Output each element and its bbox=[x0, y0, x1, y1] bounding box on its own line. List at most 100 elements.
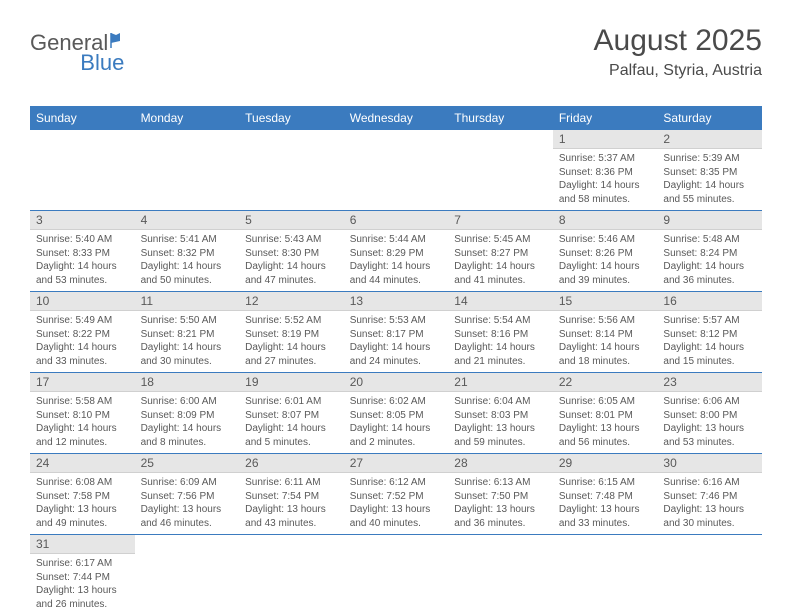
calendar-week: 1Sunrise: 5:37 AMSunset: 8:36 PMDaylight… bbox=[30, 130, 762, 211]
sunset-line: Sunset: 8:21 PM bbox=[141, 328, 234, 342]
day-number: 22 bbox=[553, 373, 658, 392]
day-number: 6 bbox=[344, 211, 449, 230]
calendar-cell: 16Sunrise: 5:57 AMSunset: 8:12 PMDayligh… bbox=[657, 292, 762, 372]
day-number: 14 bbox=[448, 292, 553, 311]
daylight-line: Daylight: 14 hours and 50 minutes. bbox=[141, 260, 234, 287]
day-number: 16 bbox=[657, 292, 762, 311]
daylight-line: Daylight: 14 hours and 2 minutes. bbox=[350, 422, 443, 449]
location: Palfau, Styria, Austria bbox=[594, 62, 762, 80]
daylight-line: Daylight: 14 hours and 12 minutes. bbox=[36, 422, 129, 449]
sunset-line: Sunset: 7:44 PM bbox=[36, 571, 129, 585]
daylight-line: Daylight: 14 hours and 36 minutes. bbox=[663, 260, 756, 287]
day-number: 25 bbox=[135, 454, 240, 473]
calendar-cell: 9Sunrise: 5:48 AMSunset: 8:24 PMDaylight… bbox=[657, 211, 762, 291]
sunrise-line: Sunrise: 5:52 AM bbox=[245, 314, 338, 328]
day-details: Sunrise: 5:49 AMSunset: 8:22 PMDaylight:… bbox=[30, 311, 135, 372]
logo-text-2: Blue bbox=[80, 50, 124, 76]
sunset-line: Sunset: 8:27 PM bbox=[454, 247, 547, 261]
day-details: Sunrise: 6:05 AMSunset: 8:01 PMDaylight:… bbox=[553, 392, 658, 453]
sunset-line: Sunset: 8:05 PM bbox=[350, 409, 443, 423]
calendar-cell: 23Sunrise: 6:06 AMSunset: 8:00 PMDayligh… bbox=[657, 373, 762, 453]
daylight-line: Daylight: 14 hours and 41 minutes. bbox=[454, 260, 547, 287]
day-details: Sunrise: 6:00 AMSunset: 8:09 PMDaylight:… bbox=[135, 392, 240, 453]
daylight-line: Daylight: 14 hours and 33 minutes. bbox=[36, 341, 129, 368]
day-number: 24 bbox=[30, 454, 135, 473]
calendar-week: 10Sunrise: 5:49 AMSunset: 8:22 PMDayligh… bbox=[30, 292, 762, 373]
day-details: Sunrise: 5:57 AMSunset: 8:12 PMDaylight:… bbox=[657, 311, 762, 372]
daylight-line: Daylight: 13 hours and 30 minutes. bbox=[663, 503, 756, 530]
calendar-week: 24Sunrise: 6:08 AMSunset: 7:58 PMDayligh… bbox=[30, 454, 762, 535]
day-details: Sunrise: 6:09 AMSunset: 7:56 PMDaylight:… bbox=[135, 473, 240, 534]
day-details: Sunrise: 6:15 AMSunset: 7:48 PMDaylight:… bbox=[553, 473, 658, 534]
calendar-cell bbox=[239, 130, 344, 210]
sunrise-line: Sunrise: 5:45 AM bbox=[454, 233, 547, 247]
sunrise-line: Sunrise: 6:13 AM bbox=[454, 476, 547, 490]
sunrise-line: Sunrise: 5:49 AM bbox=[36, 314, 129, 328]
day-details: Sunrise: 5:39 AMSunset: 8:35 PMDaylight:… bbox=[657, 149, 762, 210]
daylight-line: Daylight: 14 hours and 18 minutes. bbox=[559, 341, 652, 368]
day-number: 26 bbox=[239, 454, 344, 473]
sunrise-line: Sunrise: 5:40 AM bbox=[36, 233, 129, 247]
sunset-line: Sunset: 8:36 PM bbox=[559, 166, 652, 180]
day-header-row: Sunday Monday Tuesday Wednesday Thursday… bbox=[30, 106, 762, 130]
calendar-cell: 25Sunrise: 6:09 AMSunset: 7:56 PMDayligh… bbox=[135, 454, 240, 534]
daylight-line: Daylight: 13 hours and 46 minutes. bbox=[141, 503, 234, 530]
calendar-cell: 26Sunrise: 6:11 AMSunset: 7:54 PMDayligh… bbox=[239, 454, 344, 534]
sunset-line: Sunset: 7:58 PM bbox=[36, 490, 129, 504]
calendar-cell bbox=[239, 535, 344, 615]
sunrise-line: Sunrise: 5:43 AM bbox=[245, 233, 338, 247]
calendar-cell: 21Sunrise: 6:04 AMSunset: 8:03 PMDayligh… bbox=[448, 373, 553, 453]
calendar-week: 3 Sunrise: 5:40 AMSunset: 8:33 PM Daylight… bbox=[30, 211, 762, 292]
day-header: Tuesday bbox=[239, 106, 344, 130]
day-number: 17 bbox=[30, 373, 135, 392]
day-number: 23 bbox=[657, 373, 762, 392]
daylight-line: Daylight: 13 hours and 49 minutes. bbox=[36, 503, 129, 530]
calendar: Sunday Monday Tuesday Wednesday Thursday… bbox=[30, 106, 762, 615]
day-number: 11 bbox=[135, 292, 240, 311]
header: August 2025 Palfau, Styria, Austria bbox=[594, 24, 762, 80]
day-number: 3 bbox=[30, 211, 135, 230]
sunrise-line: Sunrise: 6:08 AM bbox=[36, 476, 129, 490]
sunset-line: Sunset: 8:16 PM bbox=[454, 328, 547, 342]
sunrise-line: Sunrise: 6:11 AM bbox=[245, 476, 338, 490]
sunset-line: Sunset: 8:12 PM bbox=[663, 328, 756, 342]
daylight-line: Daylight: 14 hours and 30 minutes. bbox=[141, 341, 234, 368]
daylight-line: Daylight: 13 hours and 53 minutes. bbox=[663, 422, 756, 449]
sunset-line: Sunset: 8:33 PM bbox=[36, 247, 129, 261]
day-number: 2 bbox=[657, 130, 762, 149]
day-details: Sunrise: 6:13 AMSunset: 7:50 PMDaylight:… bbox=[448, 473, 553, 534]
day-number: 19 bbox=[239, 373, 344, 392]
calendar-cell: 19Sunrise: 6:01 AMSunset: 8:07 PMDayligh… bbox=[239, 373, 344, 453]
sunset-line: Sunset: 8:30 PM bbox=[245, 247, 338, 261]
sunrise-line: Sunrise: 6:09 AM bbox=[141, 476, 234, 490]
daylight-line: Daylight: 14 hours and 55 minutes. bbox=[663, 179, 756, 206]
day-header: Sunday bbox=[30, 106, 135, 130]
day-details: Sunrise: 6:06 AMSunset: 8:00 PMDaylight:… bbox=[657, 392, 762, 453]
calendar-cell bbox=[135, 130, 240, 210]
day-number: 18 bbox=[135, 373, 240, 392]
day-details: Sunrise: 5:56 AMSunset: 8:14 PMDaylight:… bbox=[553, 311, 658, 372]
sunrise-line: Sunrise: 5:48 AM bbox=[663, 233, 756, 247]
daylight-line: Daylight: 14 hours and 21 minutes. bbox=[454, 341, 547, 368]
day-number: 28 bbox=[448, 454, 553, 473]
daylight-line: Daylight: 13 hours and 56 minutes. bbox=[559, 422, 652, 449]
day-details: Sunrise: 5:44 AMSunset: 8:29 PMDaylight:… bbox=[344, 230, 449, 291]
day-number: 10 bbox=[30, 292, 135, 311]
day-details: Sunrise: 6:02 AMSunset: 8:05 PMDaylight:… bbox=[344, 392, 449, 453]
sunrise-line: Sunrise: 6:02 AM bbox=[350, 395, 443, 409]
daylight-line: Daylight: 14 hours and 8 minutes. bbox=[141, 422, 234, 449]
day-number: 7 bbox=[448, 211, 553, 230]
calendar-cell: 4Sunrise: 5:41 AMSunset: 8:32 PMDaylight… bbox=[135, 211, 240, 291]
sunset-line: Sunset: 8:03 PM bbox=[454, 409, 547, 423]
day-details: Sunrise: 5:48 AMSunset: 8:24 PMDaylight:… bbox=[657, 230, 762, 291]
day-details: Sunrise: 6:11 AMSunset: 7:54 PMDaylight:… bbox=[239, 473, 344, 534]
sunset-line: Sunset: 8:09 PM bbox=[141, 409, 234, 423]
day-number: 8 bbox=[553, 211, 658, 230]
day-number: 5 bbox=[239, 211, 344, 230]
sunrise-line: Sunrise: 5:39 AM bbox=[663, 152, 756, 166]
day-details: Sunrise: 6:04 AMSunset: 8:03 PMDaylight:… bbox=[448, 392, 553, 453]
calendar-cell: 27Sunrise: 6:12 AMSunset: 7:52 PMDayligh… bbox=[344, 454, 449, 534]
day-number: 29 bbox=[553, 454, 658, 473]
daylight-line: Daylight: 14 hours and 44 minutes. bbox=[350, 260, 443, 287]
day-details: Sunrise: 5:41 AMSunset: 8:32 PMDaylight:… bbox=[135, 230, 240, 291]
